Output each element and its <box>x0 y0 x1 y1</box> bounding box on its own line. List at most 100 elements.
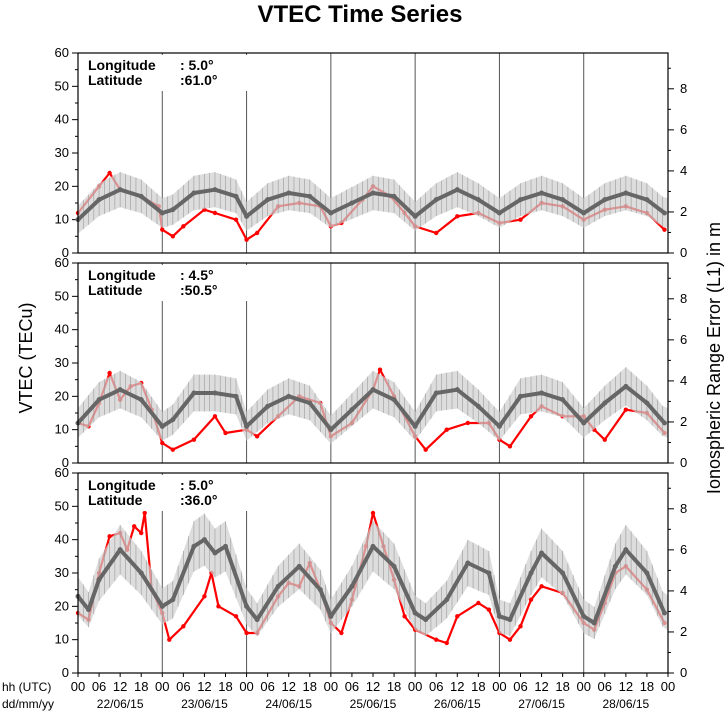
data-point <box>212 414 218 419</box>
data-point <box>581 420 587 426</box>
data-point <box>612 563 618 569</box>
data-point <box>233 217 239 222</box>
data-point <box>107 534 112 539</box>
right-tick-label: 6 <box>680 332 687 347</box>
data-point <box>328 613 334 619</box>
panel-2: 0 10 20 30 40 50 60 0 2 4 6 8 Longitude: 4.5° Latitud… <box>55 255 688 470</box>
x-axis: 00 06 12 18 22/06/15 00 06 12 18 23/06/15 00 06 12 18… <box>71 673 675 711</box>
left-tick-label: 60 <box>55 45 69 60</box>
left-tick-label: 50 <box>55 78 69 93</box>
data-point <box>181 624 186 629</box>
data-point <box>423 447 428 452</box>
data-point <box>160 440 165 446</box>
data-point <box>275 583 281 589</box>
data-point <box>496 613 502 619</box>
right-tick-label: 8 <box>680 81 687 96</box>
x-hour-label: 00 <box>661 679 675 694</box>
data-point <box>486 570 492 576</box>
right-axis-label: Ionospheric Range Error (L1) in m <box>704 222 724 494</box>
right-tick-label: 0 <box>680 455 687 470</box>
data-point <box>244 237 249 242</box>
data-point <box>539 390 545 396</box>
x-hour-label: 18 <box>387 679 401 694</box>
data-point <box>465 560 471 566</box>
data-point <box>507 617 513 623</box>
latitude-value: :50.5° <box>180 282 218 298</box>
gray-series <box>75 172 669 234</box>
data-point <box>307 193 313 199</box>
data-point <box>191 437 197 442</box>
data-point <box>212 187 218 193</box>
data-point <box>662 227 667 232</box>
data-point <box>475 197 481 203</box>
data-point <box>661 420 667 426</box>
data-point <box>170 417 176 423</box>
data-point <box>349 407 355 413</box>
data-point <box>496 423 502 429</box>
left-tick-label: 30 <box>55 355 69 370</box>
data-point <box>412 213 418 219</box>
data-point <box>244 423 250 429</box>
info-box <box>80 55 250 91</box>
x-date-label: 28/06/15 <box>602 697 649 711</box>
data-point <box>644 197 650 203</box>
data-point <box>167 637 172 642</box>
x-hour-label: 18 <box>134 679 148 694</box>
data-point <box>223 543 228 549</box>
left-tick-label: 40 <box>55 322 69 337</box>
data-point <box>181 224 186 229</box>
data-point <box>159 210 165 216</box>
data-point <box>475 403 481 409</box>
data-point <box>286 190 292 196</box>
longitude-label: Longitude <box>88 57 156 73</box>
gray-series <box>75 367 669 444</box>
data-point <box>444 597 450 603</box>
data-point <box>623 547 629 553</box>
longitude-value: : 4.5° <box>180 267 214 283</box>
left-tick-label: 20 <box>55 598 69 613</box>
x-hour-label: 00 <box>576 679 590 694</box>
data-point <box>244 630 249 636</box>
data-point <box>623 383 629 389</box>
date-row-label: dd/mm/yy <box>2 697 54 711</box>
right-tick-label: 6 <box>680 542 687 557</box>
data-point <box>518 624 523 629</box>
left-tick-label: 0 <box>62 455 69 470</box>
left-axis-label: VTEC (TECu) <box>16 302 36 413</box>
data-point <box>349 583 355 589</box>
data-point <box>349 200 355 206</box>
data-point <box>317 587 323 593</box>
gray-series <box>75 513 669 639</box>
right-tick-label: 8 <box>680 291 687 306</box>
left-tick-label: 40 <box>55 532 69 547</box>
data-point <box>96 577 102 583</box>
x-hour-label: 12 <box>450 679 464 694</box>
data-point <box>496 210 502 216</box>
data-point <box>191 543 197 549</box>
latitude-label: Latitude <box>88 282 143 298</box>
x-hour-label: 18 <box>555 679 569 694</box>
data-point <box>391 397 397 403</box>
data-point <box>455 214 460 219</box>
data-point <box>507 444 513 449</box>
right-tick-label: 0 <box>680 245 687 260</box>
data-point <box>202 594 207 599</box>
data-point <box>159 423 165 429</box>
right-tick-label: 8 <box>680 501 687 516</box>
data-point <box>170 597 176 603</box>
x-hour-label: 18 <box>471 679 485 694</box>
data-point <box>265 403 271 409</box>
data-point <box>244 213 250 219</box>
right-tick-label: 4 <box>680 373 687 388</box>
info-box <box>80 265 250 301</box>
data-point <box>254 617 260 623</box>
data-point <box>539 550 545 556</box>
data-point <box>370 387 376 393</box>
right-tick-label: 0 <box>680 665 687 680</box>
data-point <box>434 637 439 642</box>
panel-3: 0 10 20 30 40 50 60 0 2 4 6 8 Longitude: 5.0° Latitud… <box>55 465 688 680</box>
x-hour-label: 06 <box>513 679 527 694</box>
latitude-value: :61.0° <box>180 72 218 88</box>
data-point <box>339 630 344 636</box>
